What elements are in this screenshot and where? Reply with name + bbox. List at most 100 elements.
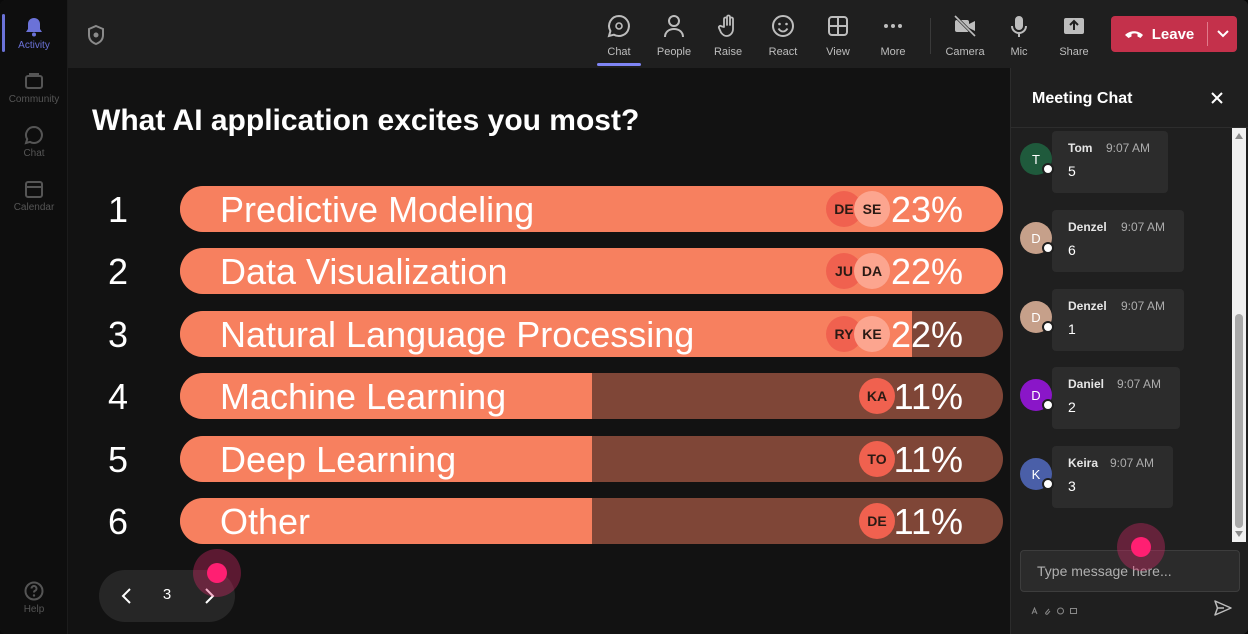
- attach-icon[interactable]: [1044, 602, 1051, 615]
- poll-option-row: 1 Predictive Modeling DE SE 23%: [68, 186, 1010, 234]
- scroll-thumb[interactable]: [1235, 314, 1243, 528]
- leave-label: Leave: [1151, 25, 1195, 43]
- toolbar-divider: [930, 18, 931, 54]
- leave-main[interactable]: Leave: [1111, 16, 1207, 52]
- share-icon: [1064, 18, 1084, 34]
- rail-label: Chat: [23, 148, 45, 159]
- send-icon[interactable]: [1213, 598, 1233, 618]
- rail-item-help[interactable]: Help: [0, 572, 68, 624]
- message-bubble: Daniel 9:07 AM 2: [1052, 367, 1180, 429]
- option-rank: 6: [107, 501, 129, 542]
- message-text: 1: [1068, 321, 1076, 337]
- format-icon[interactable]: [1031, 602, 1038, 615]
- shield-icon[interactable]: [86, 24, 106, 46]
- toolbar-raise-button[interactable]: Raise: [702, 10, 754, 62]
- presence-dot: [1042, 163, 1054, 175]
- option-bar-fill: [180, 498, 592, 544]
- message-time: 9:07 AM: [1121, 299, 1166, 313]
- message-text: 5: [1068, 163, 1076, 179]
- poll-option-row: 5 Deep Learning TO 11%: [68, 435, 1010, 484]
- toolbar-chat-button[interactable]: Chat: [593, 10, 645, 66]
- toolbar-camera-button[interactable]: Camera: [939, 10, 991, 62]
- chevron-left-icon[interactable]: [115, 584, 139, 608]
- rail-label: Community: [8, 94, 60, 105]
- chat-header: Meeting Chat: [1011, 68, 1248, 128]
- option-rank: 2: [107, 251, 129, 293]
- voter-avatars: KA: [859, 378, 895, 415]
- option-percent: 11%: [893, 501, 963, 542]
- chat-title: Meeting Chat: [1032, 90, 1133, 107]
- toolbar-label: React: [768, 46, 798, 58]
- toolbar-people-button[interactable]: People: [648, 10, 700, 62]
- chevron-down-icon: [1216, 30, 1229, 38]
- people-icon: [664, 15, 684, 38]
- message-bubble: Keira 9:07 AM 3: [1052, 446, 1173, 508]
- option-bar: Data Visualization JU DA 22%: [180, 248, 1003, 295]
- grid-icon: [828, 16, 848, 36]
- voter-avatar: JU: [826, 253, 862, 290]
- option-label: Natural Language Processing: [220, 313, 695, 355]
- chat-scrollbar[interactable]: [1232, 128, 1246, 542]
- rail-label: Help: [23, 604, 45, 615]
- rail-label: Activity: [18, 40, 50, 51]
- message-bubble: Tom 9:07 AM 5: [1052, 131, 1168, 193]
- option-percent: 23%: [890, 189, 963, 230]
- raise-hand-icon: [718, 14, 734, 37]
- scroll-down-arrow[interactable]: [1235, 531, 1243, 537]
- message-time: 9:07 AM: [1121, 220, 1166, 234]
- toolbar-label: Mic: [1010, 46, 1028, 58]
- voter-avatar: DE: [859, 503, 895, 539]
- meeting-chat-panel: Meeting Chat Tom 9:07 AM 5 T Denzel 9:07 AM 6 D…: [1010, 68, 1248, 634]
- hang-up-icon: [1124, 31, 1143, 38]
- voter-avatar: SE: [854, 191, 890, 227]
- message-text: 2: [1068, 399, 1076, 415]
- voter-avatar: TO: [859, 440, 895, 477]
- scroll-up-arrow[interactable]: [1235, 133, 1243, 139]
- toolbar-view-button[interactable]: View: [812, 10, 864, 62]
- rail-item-community[interactable]: Community: [0, 62, 68, 114]
- voter-avatar: KE: [854, 315, 890, 352]
- rail-item-calendar[interactable]: Calendar: [0, 170, 68, 222]
- rail-item-chat[interactable]: Chat: [0, 116, 68, 168]
- option-bar-fill: [180, 373, 592, 420]
- presence-dot: [1042, 321, 1054, 333]
- leave-options-button[interactable]: [1208, 16, 1237, 52]
- chevron-right-icon[interactable]: [197, 584, 221, 608]
- option-label: Machine Learning: [220, 376, 507, 418]
- rail-item-activity[interactable]: Activity: [0, 8, 68, 60]
- voter-avatars: JU DA: [826, 253, 890, 290]
- poll-option-row: 6 Other DE 11%: [68, 498, 1010, 546]
- sender-name: Keira: [1068, 456, 1099, 470]
- message-bubble: Denzel 9:07 AM 6: [1052, 210, 1184, 272]
- message-text: 3: [1068, 478, 1076, 494]
- calendar-icon: [25, 181, 43, 198]
- toolbar-label: Raise: [713, 46, 743, 58]
- option-rank: 4: [107, 376, 129, 418]
- option-label: Predictive Modeling: [220, 189, 535, 230]
- toolbar-more-button[interactable]: More: [867, 10, 919, 62]
- emoji-icon[interactable]: [1057, 602, 1064, 615]
- toolbar-share-button[interactable]: Share: [1048, 10, 1100, 62]
- poll-option-row: 4 Machine Learning KA 11%: [68, 373, 1010, 421]
- chat-compose-box[interactable]: [1020, 550, 1240, 592]
- bell-icon: [26, 18, 42, 37]
- chat-icon: [607, 14, 630, 38]
- option-rank: 1: [107, 189, 129, 230]
- option-rank: 5: [107, 438, 129, 480]
- option-bar: Other DE 11%: [180, 498, 1003, 544]
- option-bar: Natural Language Processing RY KE 22%: [180, 310, 1003, 357]
- leave-separator: [1207, 22, 1208, 46]
- chat-message-input[interactable]: [1021, 551, 1239, 591]
- leave-button[interactable]: Leave: [1111, 16, 1237, 52]
- voter-avatars: DE SE: [826, 191, 890, 227]
- toolbar-react-button[interactable]: React: [757, 10, 809, 62]
- toolbar-label: Camera: [945, 46, 985, 58]
- toolbar-mic-button[interactable]: Mic: [993, 10, 1045, 62]
- voter-avatar: DA: [854, 253, 890, 290]
- option-percent: 22%: [890, 251, 963, 293]
- gif-icon[interactable]: [1070, 602, 1077, 614]
- sender-name: Denzel: [1068, 220, 1107, 234]
- close-icon[interactable]: [1209, 90, 1225, 106]
- option-percent: 11%: [893, 438, 963, 480]
- option-percent: 11%: [893, 376, 963, 418]
